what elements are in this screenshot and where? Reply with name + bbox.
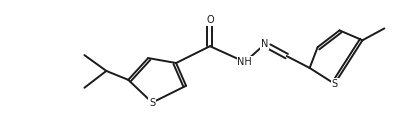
Text: S: S: [149, 98, 155, 108]
Text: NH: NH: [237, 57, 252, 67]
Text: S: S: [331, 79, 337, 89]
Text: N: N: [261, 39, 268, 49]
Text: O: O: [206, 15, 213, 26]
